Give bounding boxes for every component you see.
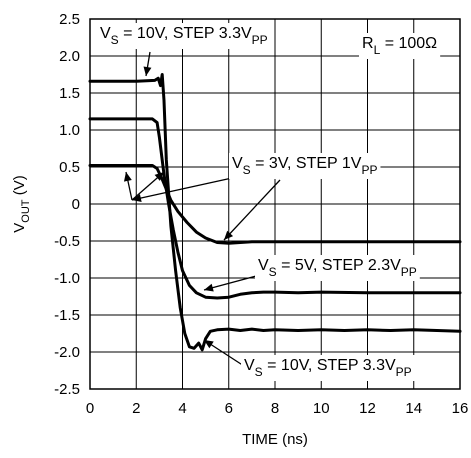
annotation-symbol: V — [258, 257, 269, 274]
x-tick-label: 2 — [132, 400, 140, 417]
arrow-head — [204, 340, 214, 349]
annotation-value: = 10V, STEP 3.3V — [263, 357, 396, 374]
annotation-top-10v: VS = 10V, STEP 3.3VPP — [97, 23, 271, 49]
plot-frame — [89, 18, 461, 390]
annotation-subscript-2: PP — [396, 365, 412, 379]
annotation-subscript: S — [111, 33, 119, 47]
grid — [89, 18, 461, 390]
tick-labels: 0 2 4 6 8 10 12 14 16 2.5 2.0 1.5 1.0 0.5 0 -0.5 -1.0 -1.… — [54, 11, 468, 417]
y-axis-label: VOUT (V) — [11, 175, 32, 232]
annotation-text: VS = 3V, STEP 1VPP — [232, 155, 377, 177]
annotation-subscript-2: PP — [361, 163, 377, 177]
y-tick-label: -2.5 — [54, 381, 80, 398]
x-tick-label: 14 — [405, 400, 422, 417]
annotation-subscript: L — [374, 43, 381, 57]
annotation-background — [255, 255, 420, 281]
arrow-head — [154, 172, 164, 181]
annotation-symbol: R — [362, 35, 374, 52]
x-tick-label: 8 — [271, 400, 279, 417]
annotation-symbol: V — [100, 25, 111, 42]
annotation-value: = 5V, STEP 2.3V — [277, 257, 401, 274]
x-tick-label: 6 — [225, 400, 233, 417]
arrow-head — [204, 283, 214, 292]
x-tick-label: 16 — [452, 400, 469, 417]
x-tick-label: 10 — [313, 400, 330, 417]
axis-labels: TIME (ns)VOUT (V) — [11, 175, 308, 448]
annotation-value: = 100Ω — [380, 35, 437, 52]
y-axis-label-unit: (V) — [11, 175, 28, 199]
series-lines — [88, 73, 462, 352]
y-tick-label: 2.5 — [59, 11, 80, 28]
y-tick-label: -1.0 — [54, 270, 80, 287]
annotation-background — [241, 355, 415, 381]
y-tick-label: -2.0 — [54, 344, 80, 361]
series-line-3 — [88, 164, 462, 245]
annotation-subscript: S — [243, 163, 251, 177]
y-tick-label: 0 — [72, 196, 80, 213]
y-axis-label-sub: OUT — [20, 199, 32, 223]
annotation-mid-5v: VS = 5V, STEP 2.3VPP — [255, 255, 420, 281]
y-tick-label: 0.5 — [59, 159, 80, 176]
arrow-head — [132, 194, 142, 202]
y-tick-label: -0.5 — [54, 233, 80, 250]
annotation-background — [97, 23, 271, 49]
x-tick-label: 0 — [86, 400, 94, 417]
annotation-text: VS = 10V, STEP 3.3VPP — [244, 357, 412, 379]
annotation-text: VS = 5V, STEP 2.3VPP — [258, 257, 417, 279]
annotation-mid-3v: VS = 3V, STEP 1VPP — [229, 153, 381, 179]
annotation-subscript-2: PP — [401, 265, 417, 279]
annotation-background — [359, 33, 441, 59]
annotation-value: = 3V, STEP 1V — [251, 155, 362, 172]
annotation-symbol: V — [232, 155, 243, 172]
annotation-rl: RL = 100Ω — [359, 33, 441, 59]
annotation-subscript-2: PP — [252, 33, 268, 47]
annotation-symbol: V — [244, 357, 255, 374]
x-tick-label: 4 — [178, 400, 186, 417]
series-line-2 — [88, 117, 462, 300]
y-tick-label: -1.5 — [54, 307, 80, 324]
annotation-text: VS = 10V, STEP 3.3VPP — [100, 25, 268, 47]
y-axis-label-main: V — [11, 223, 28, 233]
y-tick-label: 1.0 — [59, 122, 80, 139]
arrow-head — [143, 66, 152, 76]
y-tick-label: 1.5 — [59, 85, 80, 102]
annotation-background — [229, 153, 381, 179]
annotation-bot-10v: VS = 10V, STEP 3.3VPP — [241, 355, 415, 381]
annotation-subscript: S — [255, 365, 263, 379]
x-tick-label: 12 — [359, 400, 376, 417]
annotation-value: = 10V, STEP 3.3V — [119, 25, 252, 42]
arrow-head — [123, 172, 132, 182]
annotation-text: RL = 100Ω — [362, 35, 437, 57]
annotation-subscript: S — [269, 265, 277, 279]
arrow-head — [224, 230, 234, 240]
leader-line — [131, 177, 233, 201]
x-axis-label: TIME (ns) — [242, 431, 308, 448]
leader-line — [223, 179, 281, 241]
series-line-1 — [88, 73, 462, 352]
y-tick-label: 2.0 — [59, 48, 80, 65]
